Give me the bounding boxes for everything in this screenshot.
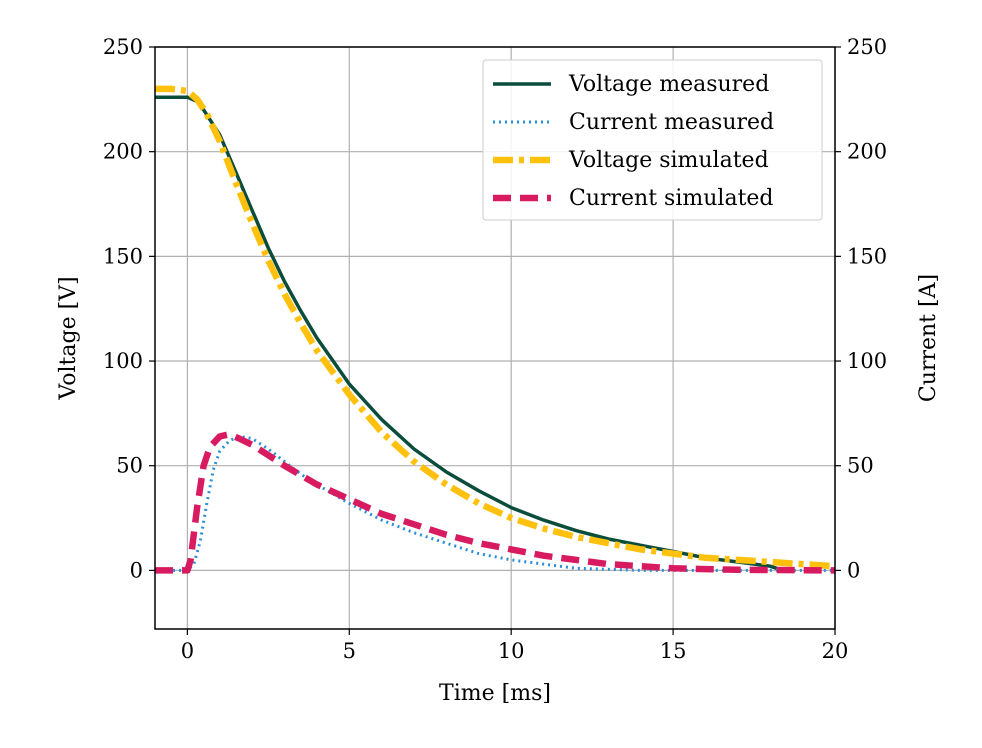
legend-label-1: Voltage measured xyxy=(568,72,769,97)
y-tick-label: 200 xyxy=(103,140,143,164)
y-tick-label: 50 xyxy=(116,454,143,478)
x-tick-label: 0 xyxy=(181,639,194,663)
y-tick-label: 100 xyxy=(103,349,143,373)
y-tick-label: 0 xyxy=(130,558,143,582)
x-axis-ticks: 0 5 10 15 20 xyxy=(181,629,849,663)
y-tick-label: 250 xyxy=(103,35,143,59)
y-right-tick-label: 100 xyxy=(847,349,887,373)
series-line-4 xyxy=(155,431,836,574)
y-right-tick-label: 250 xyxy=(847,35,887,59)
x-tick-label: 20 xyxy=(822,639,849,663)
legend-box xyxy=(482,59,823,221)
series-line-2 xyxy=(155,434,835,572)
x-tick-label: 10 xyxy=(498,639,525,663)
y-right-axis-label: Current [A] xyxy=(916,274,941,402)
plot-frame xyxy=(154,46,836,630)
x-tick-label: 5 xyxy=(343,639,356,663)
legend-label-3: Voltage simulated xyxy=(568,148,769,173)
series-line-1 xyxy=(155,95,778,570)
y-right-tick-label: 200 xyxy=(847,140,887,164)
y-right-tick-label: 50 xyxy=(847,454,874,478)
y-axis-label: Voltage [V] xyxy=(56,276,81,400)
y-right-tick-label: 0 xyxy=(847,558,860,582)
y-axis-ticks: 0 50 100 150 200 250 xyxy=(103,35,155,582)
plot-series xyxy=(155,85,836,574)
y-right-axis-ticks: 0 50 100 150 200 250 xyxy=(835,35,887,582)
x-tick-label: 15 xyxy=(660,639,687,663)
legend-label-4: Current simulated xyxy=(569,186,774,211)
series-line-3 xyxy=(155,85,836,570)
x-axis-label: Time [ms] xyxy=(439,681,551,706)
y-tick-label: 150 xyxy=(103,244,143,268)
legend: Voltage measured Current measured Voltage … xyxy=(482,59,823,221)
y-right-tick-label: 150 xyxy=(847,244,887,268)
legend-label-2: Current measured xyxy=(569,110,774,135)
